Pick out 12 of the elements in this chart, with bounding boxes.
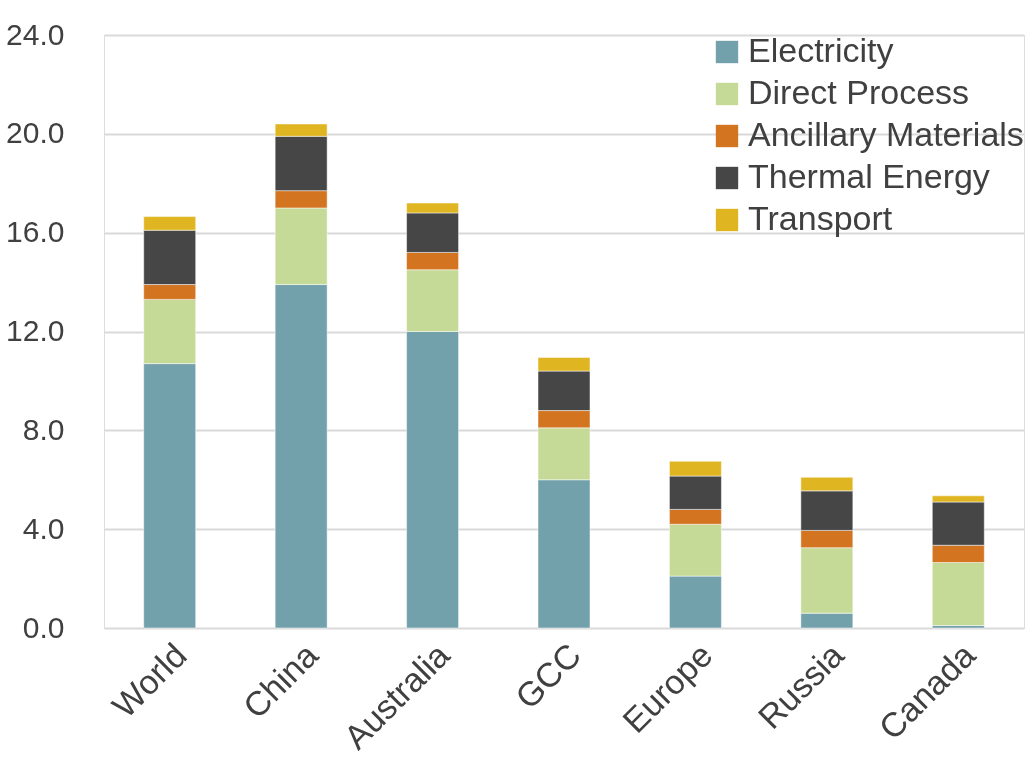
legend-label: Ancillary Materials xyxy=(748,115,1024,153)
legend-label: Electricity xyxy=(748,31,894,69)
y-tick-label: 0.0 xyxy=(22,610,65,644)
y-tick-label: 8.0 xyxy=(22,412,65,446)
y-tick-label: 16.0 xyxy=(6,215,65,249)
y-tick-label: 12.0 xyxy=(6,314,65,347)
y-tick-label: 20.0 xyxy=(6,116,65,150)
legend-label: Transport xyxy=(748,199,893,237)
y-tick-label: 4.0 xyxy=(22,511,65,545)
y-tick-label: 24.0 xyxy=(6,17,65,51)
legend-label: Thermal Energy xyxy=(748,157,990,195)
legend-label: Direct Process xyxy=(748,73,970,111)
